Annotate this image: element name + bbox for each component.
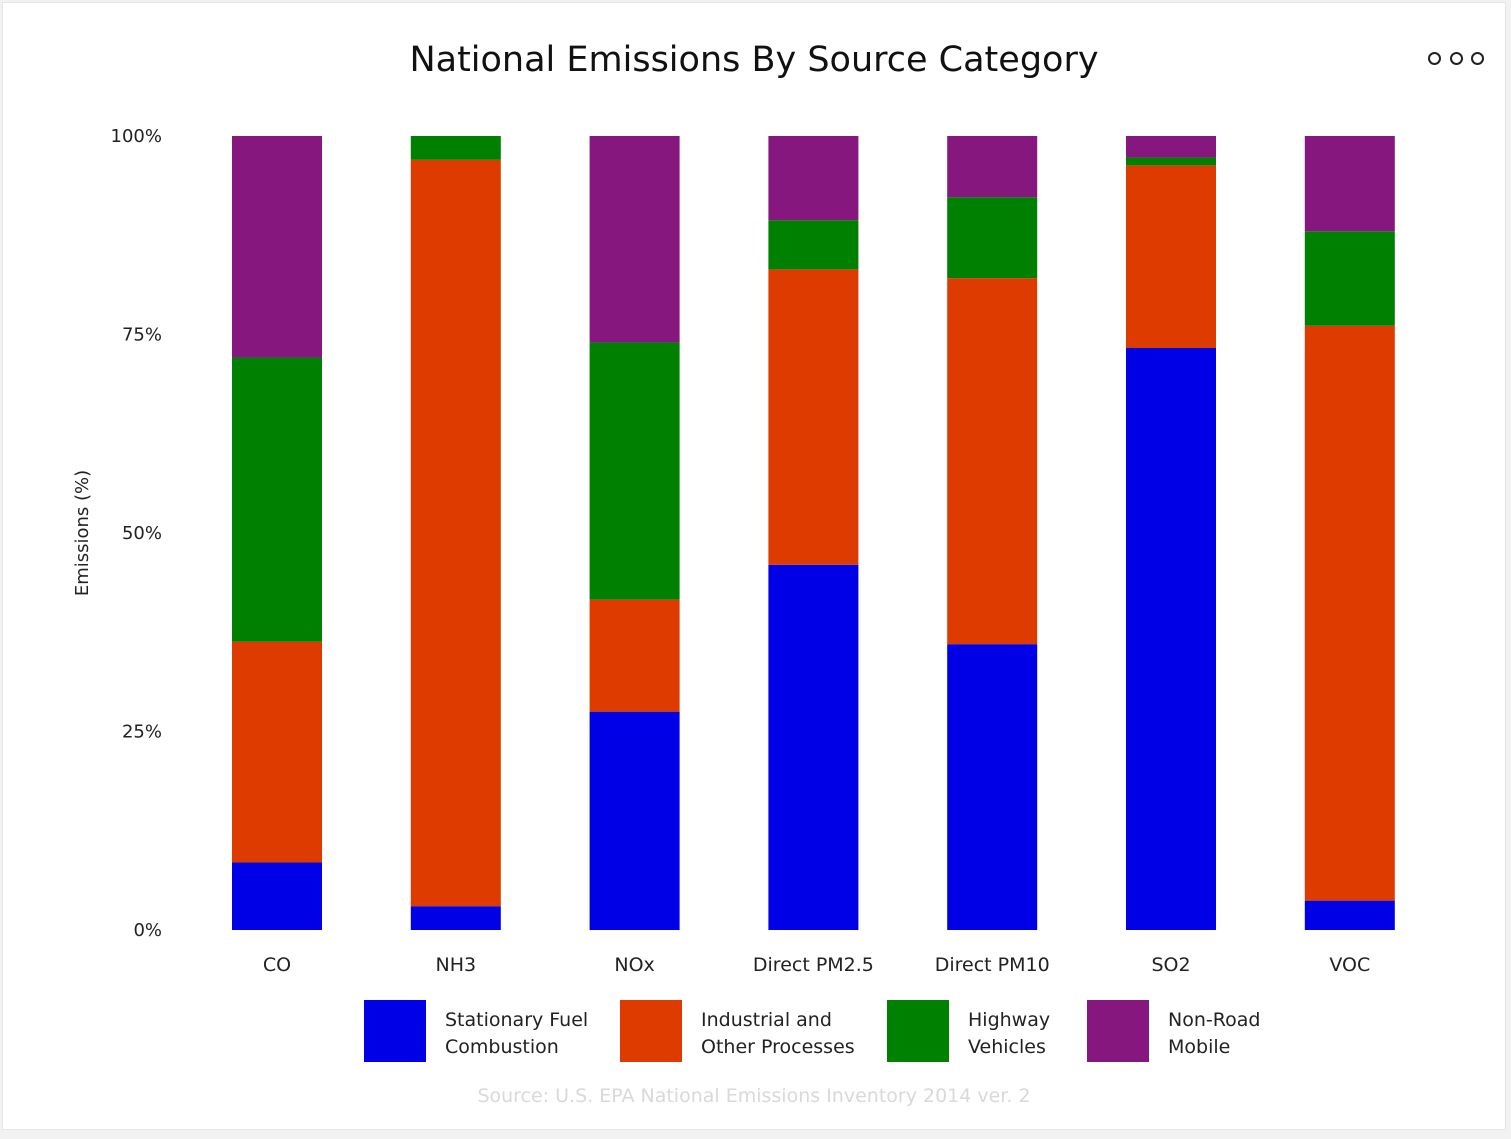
legend-item[interactable]: Industrial and Other Processes xyxy=(620,1000,855,1062)
bars xyxy=(232,136,1395,930)
bar-segment[interactable] xyxy=(1126,347,1216,930)
bar-segment[interactable] xyxy=(232,357,322,642)
legend-item[interactable]: Non-Road Mobile xyxy=(1087,1000,1260,1062)
bar-segment[interactable] xyxy=(768,564,859,930)
bar-segment[interactable] xyxy=(768,136,859,221)
x-tick-label: SO2 xyxy=(1151,954,1190,976)
bar-segment[interactable] xyxy=(1304,325,1395,901)
bar-segment[interactable] xyxy=(1304,900,1395,930)
bar-segment[interactable] xyxy=(768,269,859,565)
legend-label: Stationary Fuel Combustion xyxy=(445,1009,588,1058)
bar-segment[interactable] xyxy=(947,136,1038,198)
legend-label-line: Combustion xyxy=(445,1036,559,1058)
legend-item[interactable]: Stationary Fuel Combustion xyxy=(364,1000,588,1062)
bar-segment[interactable] xyxy=(589,711,680,930)
bar-segment[interactable] xyxy=(1126,165,1216,348)
legend-swatch xyxy=(620,1000,682,1062)
bar-segment[interactable] xyxy=(232,641,322,863)
more-options-icon[interactable] xyxy=(1428,46,1484,70)
menu-dot xyxy=(1428,51,1441,65)
x-tick-label: Direct PM10 xyxy=(935,954,1050,976)
x-axis: CO NH3 NOx Direct PM2.5 Direct PM10 SO2 VOC xyxy=(263,954,1370,976)
legend-label-line: Stationary Fuel xyxy=(445,1009,588,1031)
legend: Stationary Fuel Combustion Industrial and O… xyxy=(364,1000,1260,1062)
bar-segment[interactable] xyxy=(947,278,1038,645)
x-tick-label: Direct PM2.5 xyxy=(753,954,874,976)
bar-segment[interactable] xyxy=(232,136,322,358)
x-tick-label: VOC xyxy=(1329,954,1370,976)
menu-dot xyxy=(1471,51,1484,65)
bar-segment[interactable] xyxy=(410,906,501,930)
legend-label-line: Vehicles xyxy=(968,1036,1046,1058)
bar-segment[interactable] xyxy=(768,220,859,270)
legend-label: Highway Vehicles xyxy=(968,1009,1050,1058)
y-tick-label: 25% xyxy=(122,722,162,743)
legend-label-line: Mobile xyxy=(1168,1036,1230,1058)
legend-swatch xyxy=(1087,1000,1149,1062)
legend-item[interactable]: Highway Vehicles xyxy=(887,1000,1050,1062)
legend-label-line: Highway xyxy=(968,1009,1050,1031)
bar-segment[interactable] xyxy=(947,644,1038,930)
bar-segment[interactable] xyxy=(232,862,322,930)
legend-label-line: Non-Road xyxy=(1168,1009,1260,1031)
bar-segment[interactable] xyxy=(1126,136,1216,158)
menu-dot xyxy=(1449,51,1463,65)
chart-title: National Emissions By Source Category xyxy=(409,40,1099,80)
x-tick-label: NH3 xyxy=(436,954,477,976)
bar-segment[interactable] xyxy=(589,599,680,712)
y-tick-label: 0% xyxy=(133,920,162,941)
bar-segment[interactable] xyxy=(410,136,501,160)
y-axis-label: Emissions (%) xyxy=(72,470,93,596)
bar-segment[interactable] xyxy=(589,136,680,343)
legend-label: Industrial and Other Processes xyxy=(701,1009,855,1058)
y-tick-label: 50% xyxy=(122,523,162,544)
legend-label-line: Industrial and xyxy=(701,1009,832,1031)
bar-segment[interactable] xyxy=(1304,136,1395,232)
legend-label: Non-Road Mobile xyxy=(1168,1009,1260,1058)
bar-segment[interactable] xyxy=(589,342,680,600)
bar-segment[interactable] xyxy=(947,197,1038,279)
legend-swatch xyxy=(887,1000,949,1062)
legend-label-line: Other Processes xyxy=(701,1036,855,1058)
source-note: Source: U.S. EPA National Emissions Inve… xyxy=(477,1085,1031,1107)
x-tick-label: CO xyxy=(263,954,291,976)
y-axis: 0% 25% 50% 75% 100% xyxy=(111,126,162,941)
bar-segment[interactable] xyxy=(1126,157,1216,166)
y-tick-label: 100% xyxy=(111,126,162,147)
x-tick-label: NOx xyxy=(614,954,654,976)
bar-segment[interactable] xyxy=(1304,231,1395,326)
bar-segment[interactable] xyxy=(410,159,501,907)
y-tick-label: 75% xyxy=(122,325,162,346)
legend-swatch xyxy=(364,1000,426,1062)
